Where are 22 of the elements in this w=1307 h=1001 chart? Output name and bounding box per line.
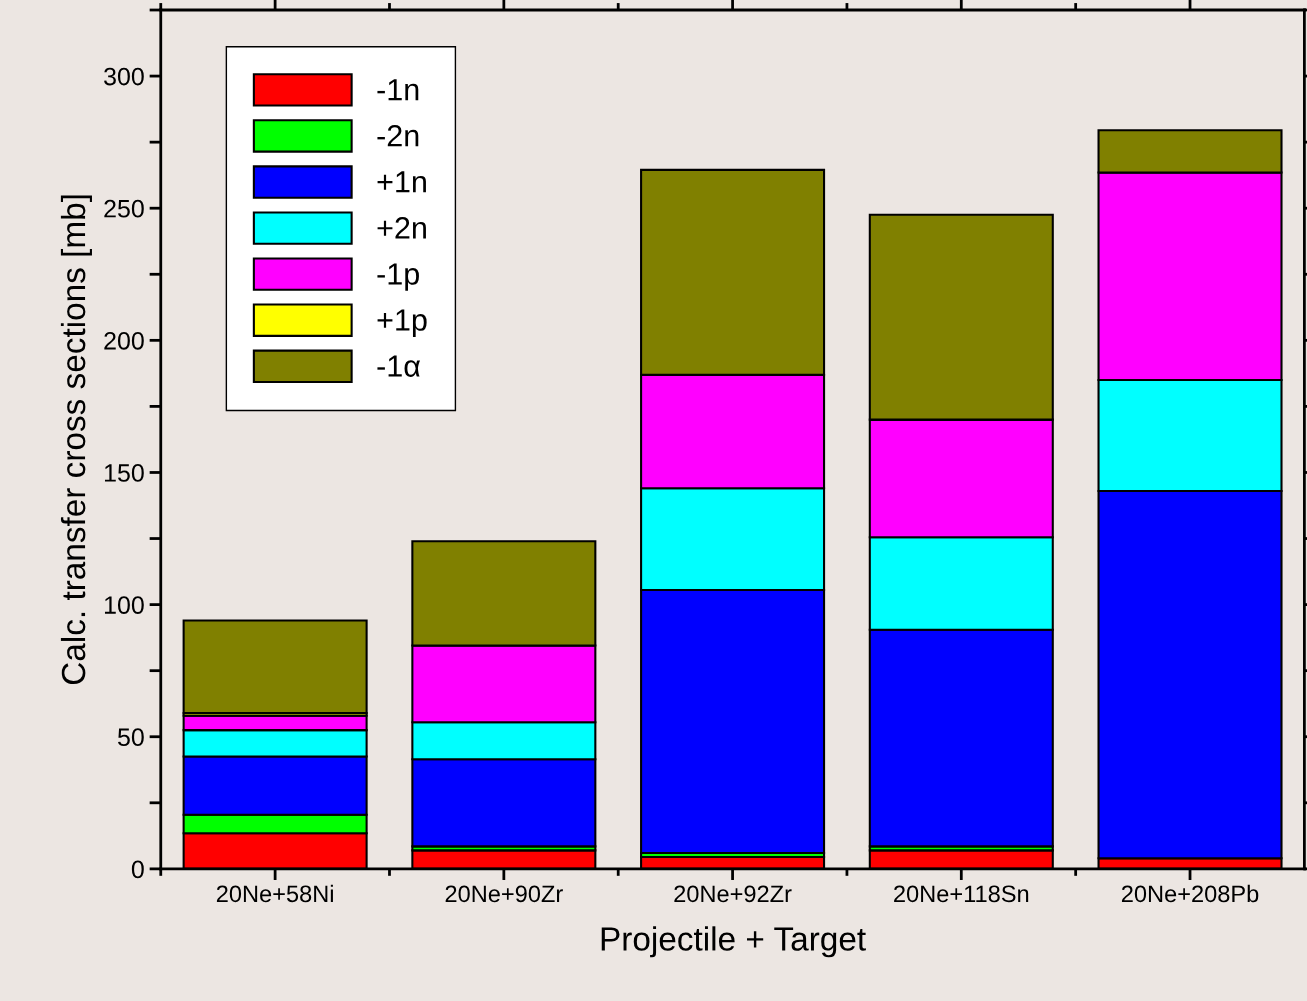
x-tick-label: 20Ne+92Zr bbox=[674, 885, 792, 903]
y-tick-label: 0 bbox=[131, 860, 144, 879]
x-axis-title: Projectile + Target bbox=[601, 926, 866, 958]
y-tick-label: 100 bbox=[104, 596, 144, 614]
x-tick-label: 20Ne+118Sn bbox=[894, 885, 1029, 903]
legend-label: -1p bbox=[377, 263, 419, 291]
y-tick-label: 150 bbox=[104, 464, 144, 482]
bar bbox=[182, 619, 368, 714]
y-tick-label: 200 bbox=[104, 331, 144, 350]
legend-label: -1n bbox=[377, 79, 419, 101]
legend-label: +2n bbox=[377, 217, 426, 239]
y-tick-label: 250 bbox=[104, 199, 144, 218]
x-tick-label: 20Ne+90Zr bbox=[445, 885, 563, 903]
legend-label: +1n bbox=[377, 171, 426, 193]
legend-label: +1p bbox=[377, 309, 427, 337]
legend-label: -2n bbox=[377, 124, 419, 147]
y-axis-title: Calc. transfer cross sections [mb] bbox=[60, 195, 92, 685]
x-tick-label: 20Ne+58Ni bbox=[216, 884, 333, 903]
legend-label: -1α bbox=[377, 355, 421, 377]
x-tick-label: 20Ne+208Pb bbox=[1121, 884, 1259, 903]
y-tick-label: 50 bbox=[117, 728, 144, 747]
y-tick-label: 300 bbox=[104, 67, 144, 86]
